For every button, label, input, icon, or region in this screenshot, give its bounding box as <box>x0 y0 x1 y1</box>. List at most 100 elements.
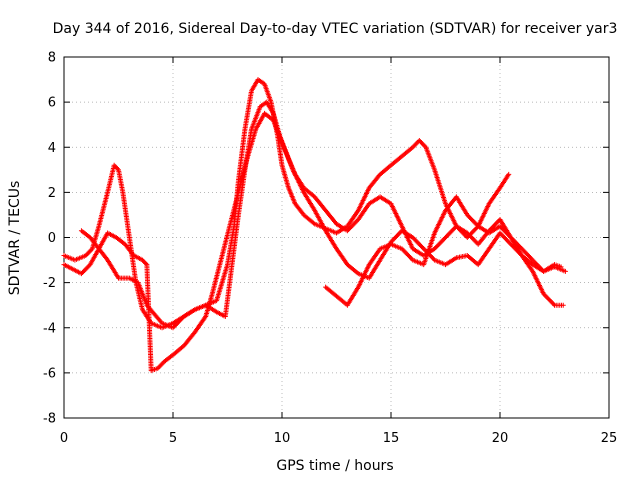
data-point <box>510 237 516 243</box>
axis-ticks <box>63 56 610 419</box>
data-point <box>464 212 470 218</box>
data-point <box>83 253 89 259</box>
data-point <box>470 218 476 224</box>
data-point <box>441 236 447 242</box>
data-point <box>542 292 548 298</box>
data-point <box>514 241 520 247</box>
data-point <box>518 245 524 251</box>
data-point <box>436 241 442 247</box>
series-track-3 <box>61 110 568 374</box>
data-point <box>499 232 505 238</box>
data-point <box>521 248 527 254</box>
y-tick-label: 2 <box>48 186 56 201</box>
data-point <box>435 242 441 248</box>
data-point <box>171 324 177 330</box>
data-point <box>438 239 444 245</box>
data-point <box>519 246 525 252</box>
data-point <box>500 227 506 233</box>
y-tick-label: 8 <box>48 51 56 66</box>
data-point <box>348 224 354 230</box>
data-point <box>351 221 357 227</box>
data-point <box>523 250 529 256</box>
data-point <box>141 258 147 264</box>
data-point <box>505 238 511 244</box>
data-point <box>498 224 504 230</box>
data-point <box>468 233 474 239</box>
gridlines <box>64 57 609 418</box>
data-point <box>509 242 515 248</box>
data-point <box>508 241 514 247</box>
data-point <box>506 239 512 245</box>
data-point <box>407 254 413 260</box>
data-point <box>522 249 528 255</box>
data-point <box>437 240 443 246</box>
data-point <box>402 249 408 255</box>
data-point <box>536 264 542 270</box>
data-point <box>538 266 544 272</box>
data-point <box>504 230 510 236</box>
data-point <box>472 220 478 226</box>
data-point <box>392 235 398 240</box>
data-point <box>413 238 419 244</box>
data-point <box>173 321 179 327</box>
data-point <box>560 302 566 308</box>
data-point <box>350 222 356 228</box>
axis-tick-labels: 0 5 10 15 20 25 -8 -6 -4 -2 0 2 4 6 8 <box>43 51 617 447</box>
y-tick-label: 6 <box>48 96 56 111</box>
data-point <box>443 235 448 240</box>
data-point <box>83 266 89 272</box>
data-point <box>419 244 425 250</box>
data-point <box>155 365 161 371</box>
data-point <box>469 216 475 222</box>
data-point <box>393 233 399 239</box>
data-point <box>526 254 532 260</box>
data-point <box>470 236 476 242</box>
data-point <box>516 242 522 248</box>
data-point <box>432 246 438 252</box>
data-point <box>420 245 426 251</box>
data-point <box>139 257 145 263</box>
data-points <box>61 77 568 374</box>
data-point <box>509 236 515 242</box>
data-point <box>466 214 472 220</box>
data-point <box>470 229 476 235</box>
data-point <box>533 260 539 266</box>
data-point <box>501 228 507 234</box>
data-point <box>511 238 517 244</box>
data-point <box>411 236 417 242</box>
data-point <box>501 235 507 240</box>
data-point <box>400 247 406 253</box>
data-point <box>471 237 477 243</box>
data-point <box>530 257 536 263</box>
y-tick-label: 4 <box>48 141 56 156</box>
data-point <box>558 264 564 270</box>
data-point <box>421 246 427 252</box>
data-point <box>417 242 423 248</box>
y-axis-label: SDTVAR / TECUs <box>7 181 23 296</box>
series-track-2 <box>78 99 566 331</box>
data-point <box>545 295 551 301</box>
data-point <box>498 231 504 237</box>
data-point <box>507 233 513 239</box>
data-point <box>404 251 410 257</box>
data-point <box>114 166 120 172</box>
data-point <box>178 317 184 323</box>
data-point <box>157 363 163 369</box>
data-point <box>428 254 434 260</box>
data-point <box>534 262 540 268</box>
x-tick-label: 15 <box>383 431 400 446</box>
data-point <box>401 248 407 254</box>
data-point <box>413 141 419 147</box>
data-point <box>473 225 479 231</box>
data-point <box>158 362 164 368</box>
data-point <box>417 139 423 145</box>
series-track-4 <box>323 194 564 308</box>
data-point <box>414 239 420 245</box>
data-point <box>421 142 427 148</box>
data-point <box>445 232 451 238</box>
data-point <box>508 235 514 240</box>
data-point <box>507 240 513 246</box>
data-point <box>429 255 435 261</box>
data-point <box>440 237 446 243</box>
data-point <box>468 215 474 221</box>
